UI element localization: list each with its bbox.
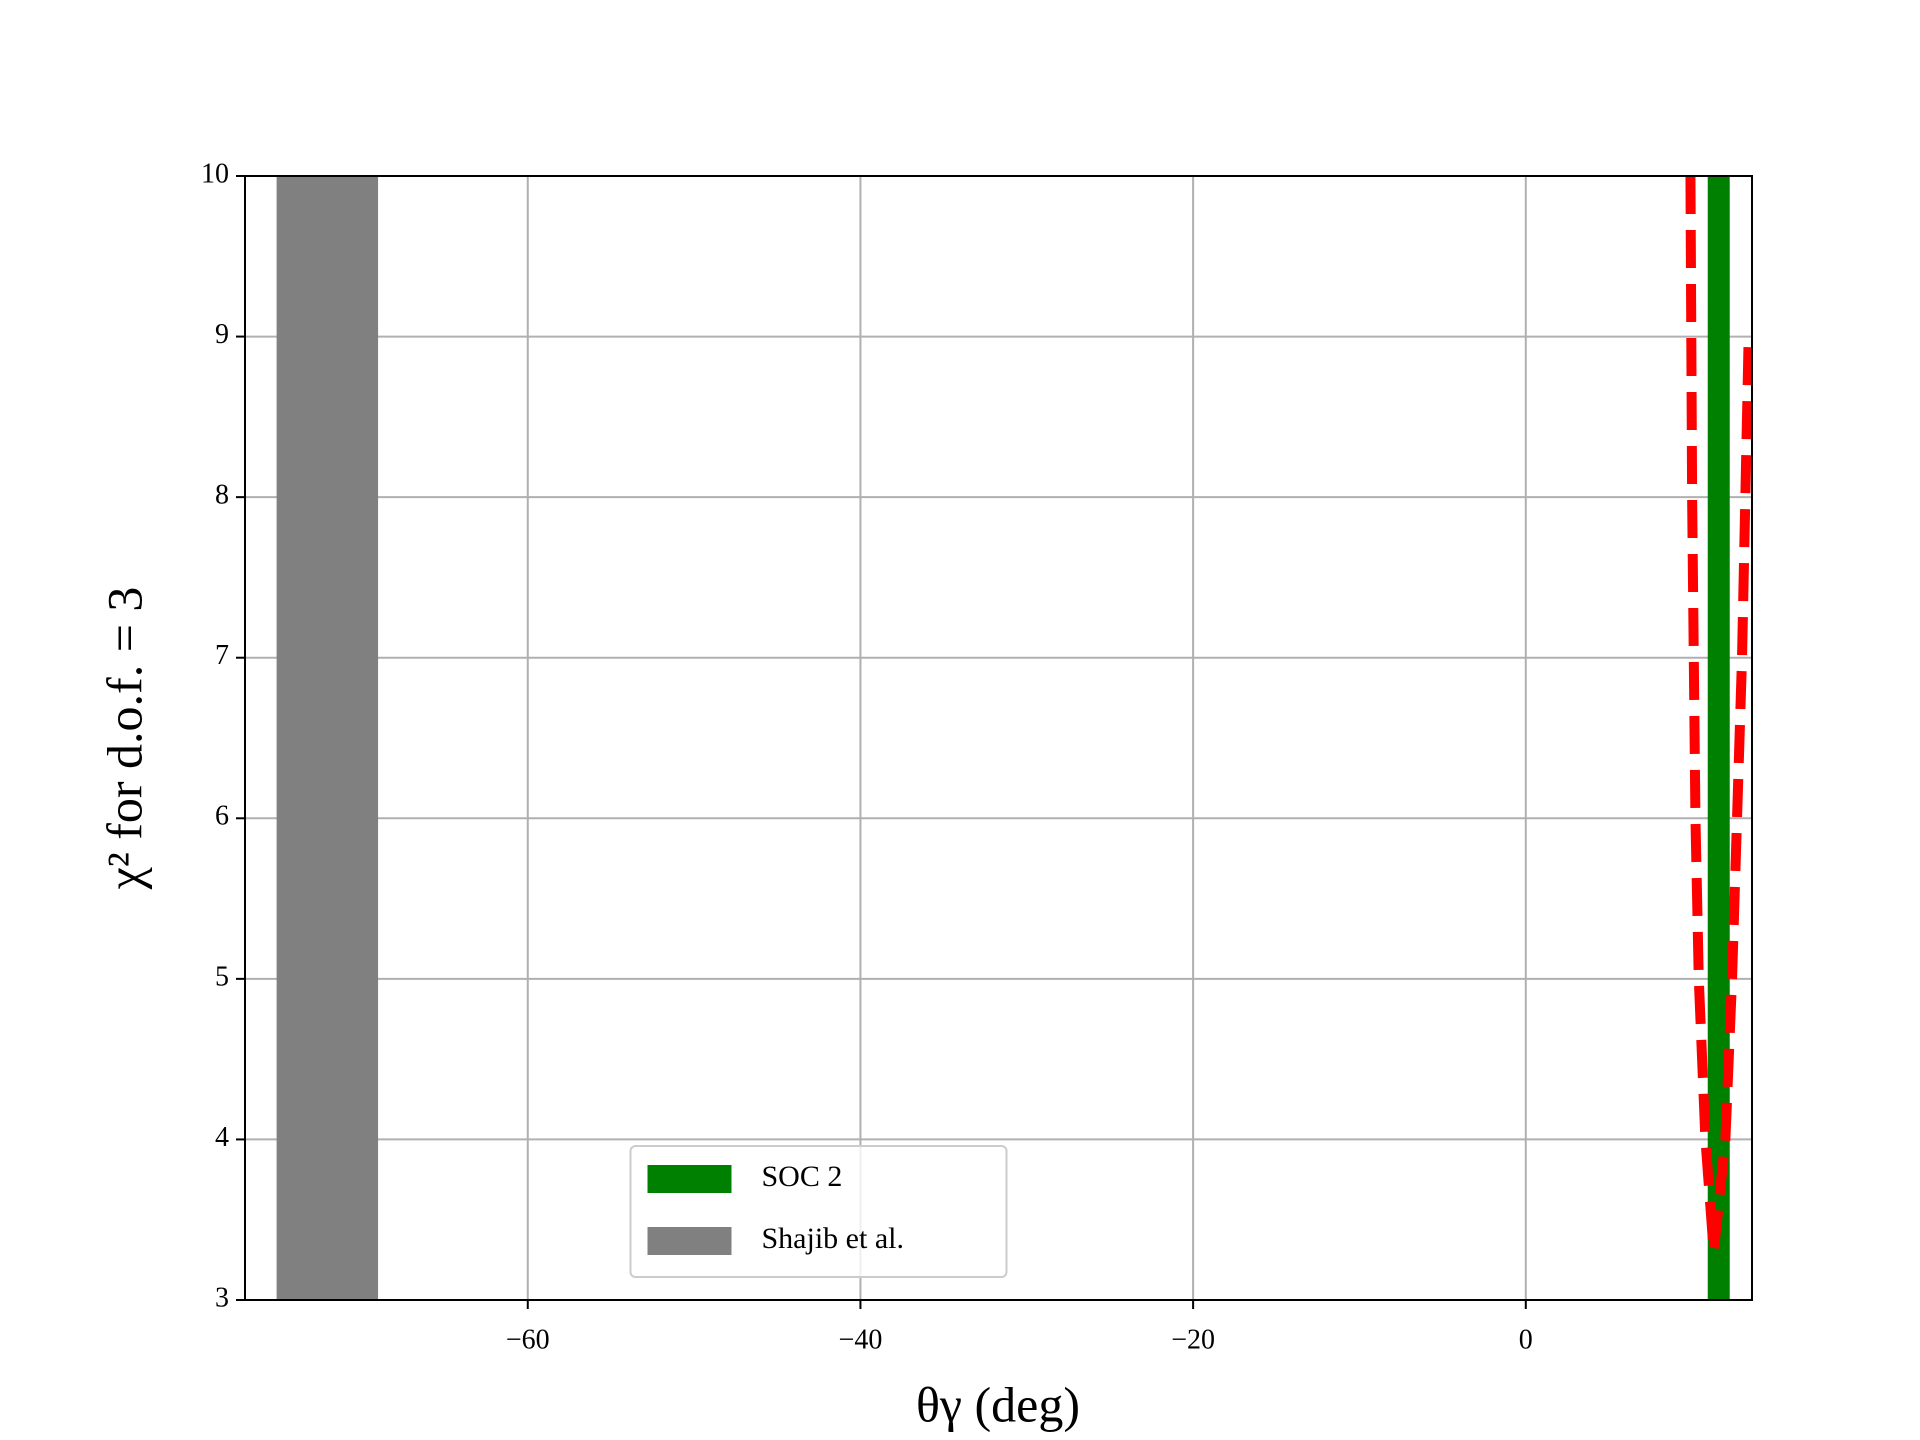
legend-text: SOC 2 xyxy=(762,1160,843,1193)
span-band xyxy=(276,176,379,1300)
axes-frame xyxy=(244,175,1753,1301)
plot-area xyxy=(245,176,1752,1300)
y-tick-label: 4 xyxy=(215,1122,229,1153)
y-tick-label: 7 xyxy=(215,640,229,671)
x-tick-label: −20 xyxy=(1171,1324,1215,1355)
legend-swatch xyxy=(647,1227,732,1255)
x-tick-label: −60 xyxy=(506,1324,550,1355)
dashed-curve xyxy=(1685,176,1752,1253)
y-axis-label: χ² for d.o.f. = 3 xyxy=(96,587,152,891)
y-tick-label: 5 xyxy=(215,961,229,992)
x-tick-label: 0 xyxy=(1519,1324,1533,1355)
x-tick-label: −40 xyxy=(839,1324,883,1355)
y-tick-label: 6 xyxy=(215,801,229,832)
x-axis-label: θγ (deg) xyxy=(916,1376,1080,1432)
y-tick-label: 8 xyxy=(215,480,229,511)
y-tick-label: 9 xyxy=(215,319,229,350)
legend-swatch xyxy=(647,1165,732,1193)
y-tick-label: 10 xyxy=(201,158,229,189)
y-tick-label: 3 xyxy=(215,1282,229,1313)
legend-text: Shajib et al. xyxy=(762,1222,904,1255)
